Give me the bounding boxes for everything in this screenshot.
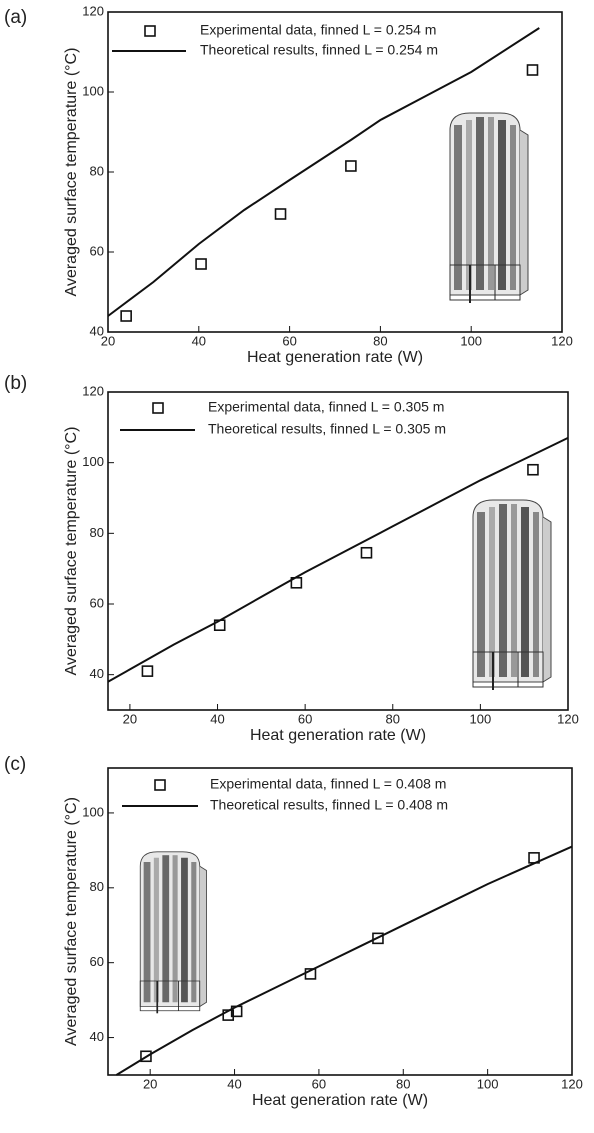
legend-label: Experimental data, finned L = 0.408 m <box>210 776 446 792</box>
panel-label: (c) <box>4 754 26 775</box>
y-tick-label: 60 <box>90 243 104 258</box>
data-point <box>527 463 539 476</box>
x-axis-title: Heat generation rate (W) <box>247 349 423 366</box>
y-tick-label: 60 <box>90 595 104 610</box>
data-point <box>345 160 357 172</box>
theory-line <box>107 436 569 683</box>
legend-label: Theoretical results, finned L = 0.408 m <box>210 797 448 813</box>
x-tick-label: 80 <box>373 333 387 348</box>
x-tick-label: 40 <box>210 711 224 726</box>
battery-inset <box>139 850 208 1015</box>
x-tick-label: 120 <box>557 711 579 726</box>
data-point <box>120 310 132 322</box>
legend-label: Experimental data, finned L = 0.305 m <box>208 399 444 415</box>
y-tick-label: 120 <box>82 3 104 18</box>
legend-marker <box>144 25 156 37</box>
x-axis-title: Heat generation rate (W) <box>252 1092 428 1109</box>
y-axis-title: Averaged surface temperature (°C) <box>63 48 80 297</box>
y-axis-title: Averaged surface temperature (°C) <box>63 797 80 1046</box>
y-axis-title: Averaged surface temperature (°C) <box>63 427 80 676</box>
y-tick-label: 120 <box>82 383 104 398</box>
data-point <box>526 64 539 76</box>
battery-inset <box>471 498 553 692</box>
x-tick-label: 80 <box>386 711 400 726</box>
y-tick-label: 80 <box>90 163 104 178</box>
battery-inset <box>449 112 529 304</box>
legend-marker <box>154 779 166 791</box>
plot-frame <box>107 391 569 711</box>
y-tick-label: 100 <box>82 804 104 819</box>
x-tick-label: 40 <box>227 1076 241 1091</box>
data-point <box>140 1050 152 1063</box>
y-tick-label: 60 <box>90 954 104 969</box>
x-tick-label: 60 <box>282 333 296 348</box>
legend-label: Experimental data, finned L = 0.254 m <box>200 22 436 38</box>
legend-label: Theoretical results, finned L = 0.254 m <box>200 42 438 58</box>
x-tick-label: 20 <box>123 711 137 726</box>
x-tick-label: 40 <box>192 333 206 348</box>
x-tick-label: 20 <box>143 1076 157 1091</box>
x-tick-label: 120 <box>561 1076 583 1091</box>
data-point <box>372 932 384 945</box>
data-point <box>195 258 207 270</box>
x-tick-label: 100 <box>460 333 482 348</box>
y-tick-label: 80 <box>90 525 104 540</box>
y-tick-label: 40 <box>90 1029 104 1044</box>
legend-label: Theoretical results, finned L = 0.305 m <box>208 421 446 437</box>
data-point <box>274 208 287 220</box>
data-point <box>141 665 154 677</box>
y-tick-label: 80 <box>90 879 104 894</box>
panel-label: (a) <box>4 7 27 28</box>
x-axis-title: Heat generation rate (W) <box>250 727 426 744</box>
x-tick-label: 120 <box>551 333 573 348</box>
y-tick-label: 40 <box>90 323 104 338</box>
x-tick-label: 80 <box>396 1076 410 1091</box>
panel-label: (b) <box>4 373 27 394</box>
plot-frame <box>107 767 573 1076</box>
y-tick-label: 100 <box>82 83 104 98</box>
y-tick-label: 100 <box>82 454 104 469</box>
x-tick-label: 100 <box>477 1076 499 1091</box>
legend-marker <box>152 402 164 414</box>
x-tick-label: 20 <box>101 333 115 348</box>
theory-line <box>107 27 540 317</box>
theory-line <box>115 845 573 1076</box>
x-tick-label: 100 <box>470 711 492 726</box>
y-tick-label: 40 <box>90 666 104 681</box>
x-tick-label: 60 <box>298 711 312 726</box>
x-tick-label: 60 <box>312 1076 326 1091</box>
data-point <box>360 546 373 559</box>
